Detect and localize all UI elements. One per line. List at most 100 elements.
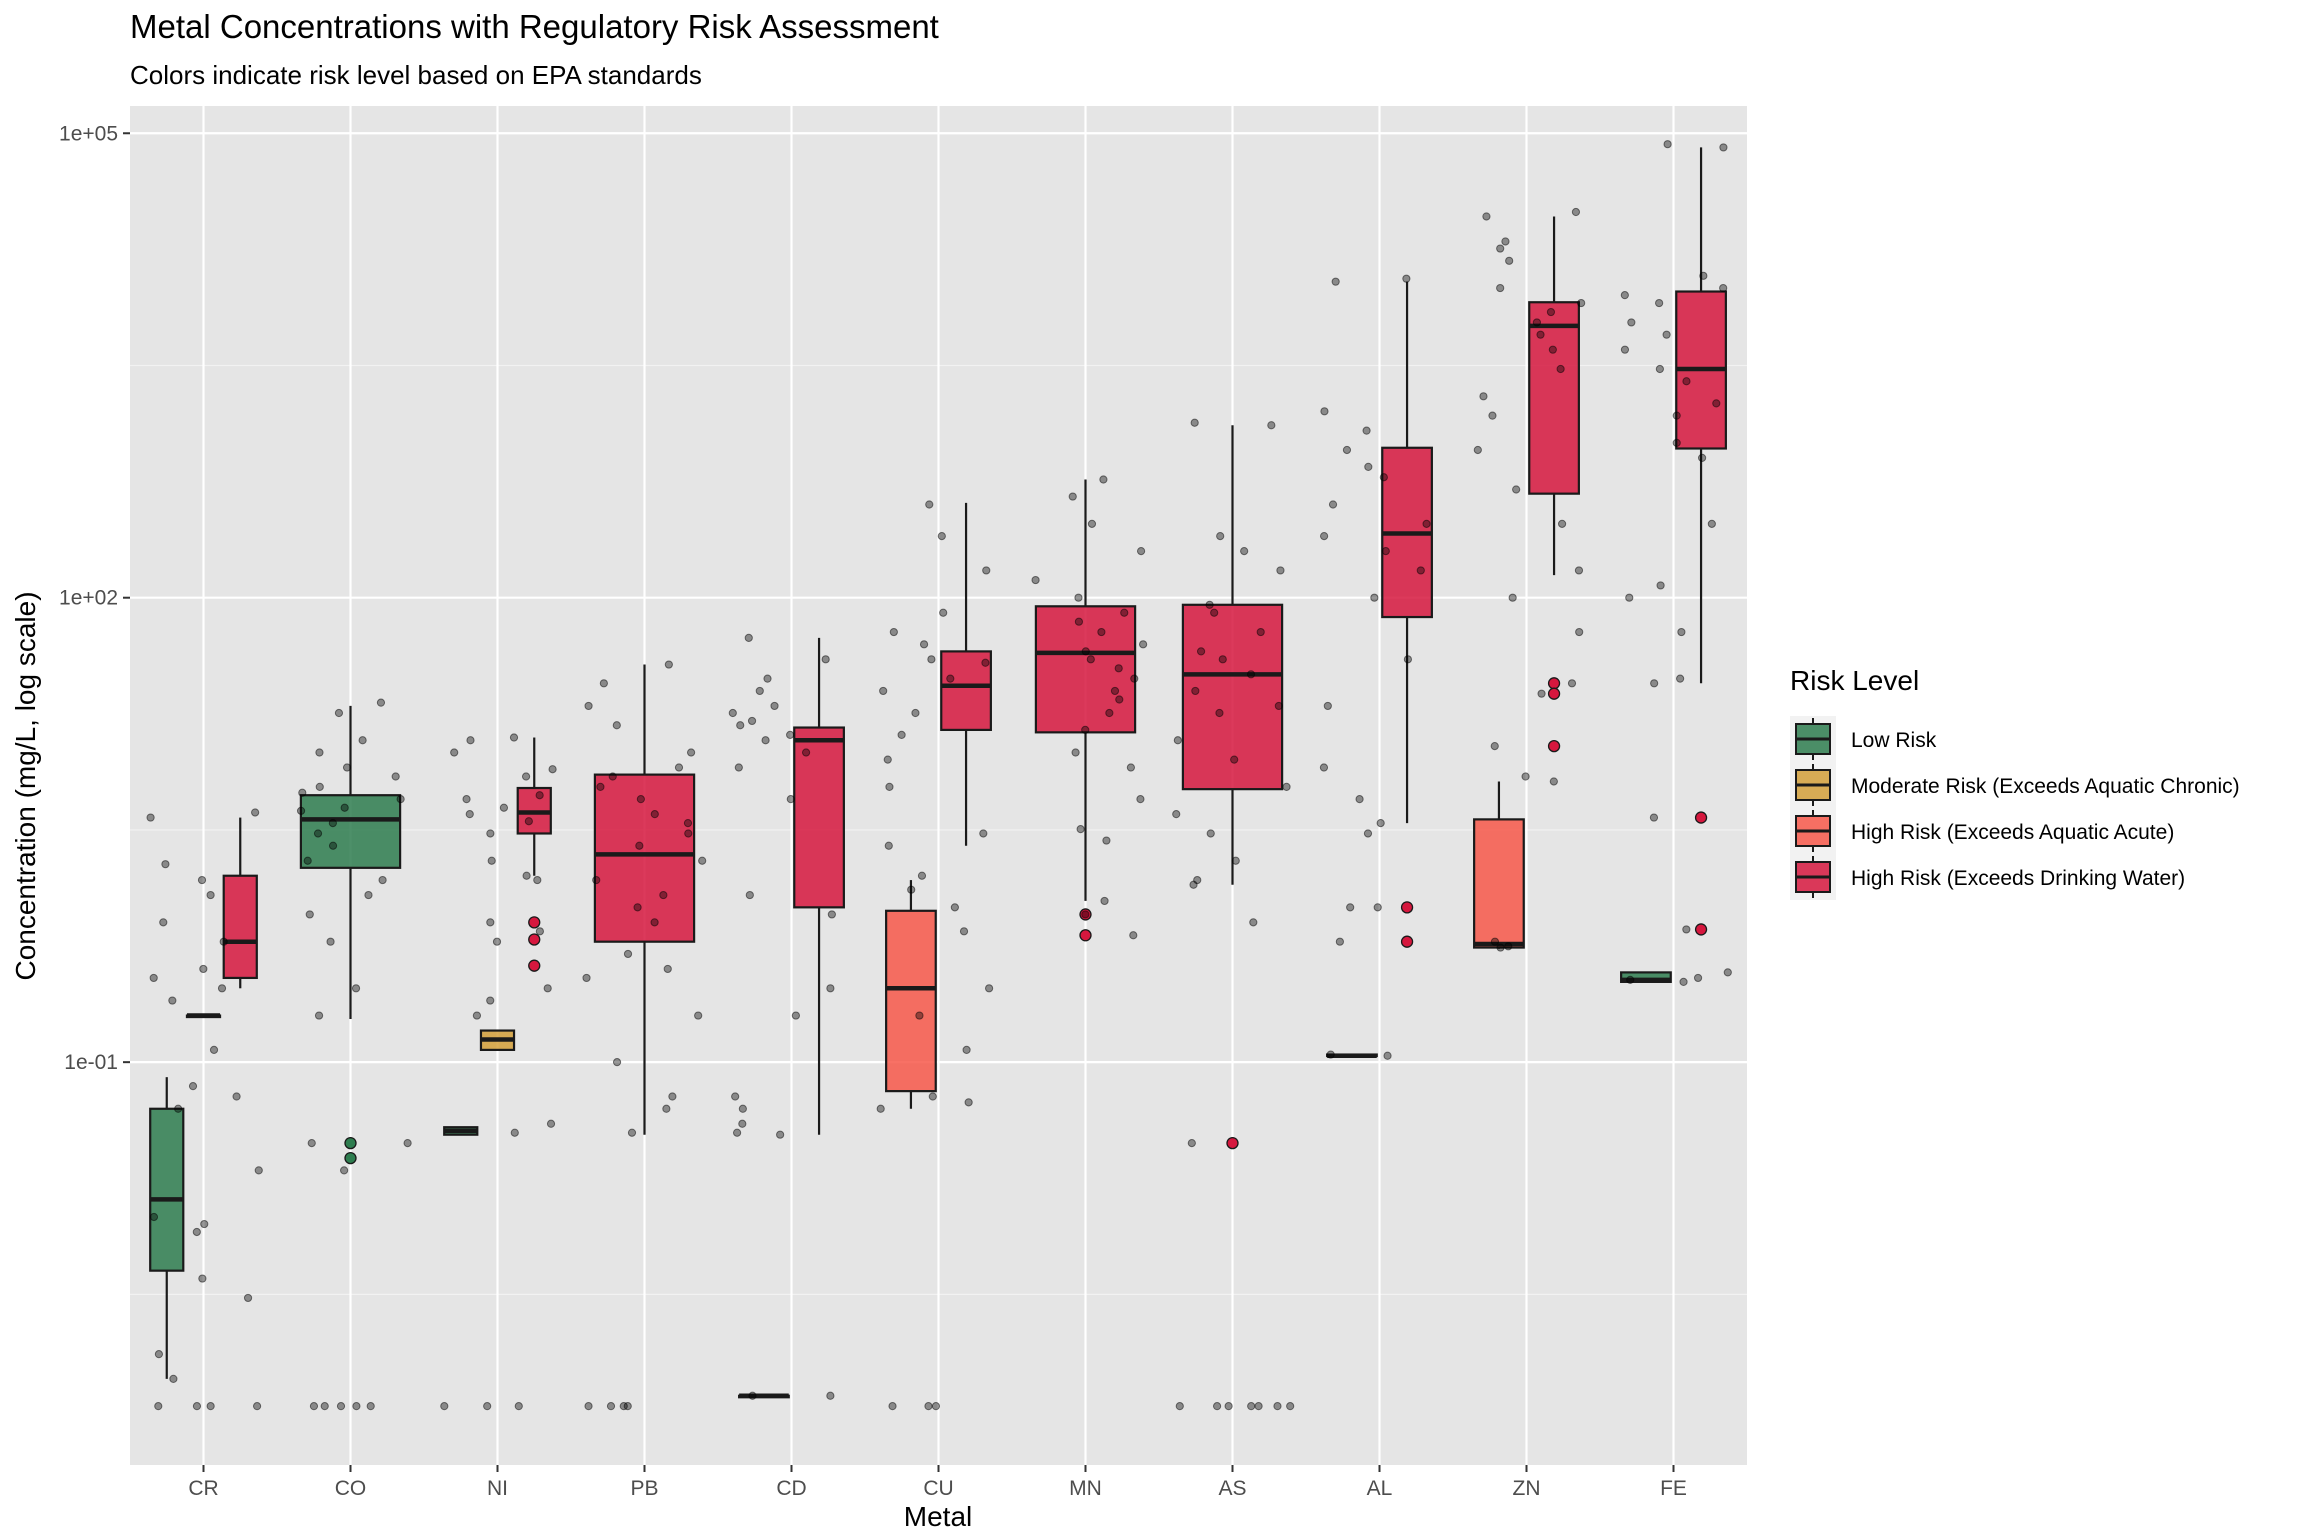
data-point [664, 660, 673, 669]
data-point [633, 903, 642, 912]
data-point [1246, 670, 1256, 679]
data-point [546, 1119, 556, 1128]
data-point [1707, 519, 1716, 528]
data-point [340, 803, 349, 812]
data-point [659, 890, 668, 900]
y-tick-label: 1e+05 [59, 122, 118, 145]
data-point [391, 772, 400, 781]
data-point [776, 1130, 785, 1139]
outlier-point [1400, 901, 1414, 914]
data-point [770, 701, 779, 711]
data-point [524, 817, 533, 826]
data-point [450, 748, 459, 757]
data-point [1363, 829, 1373, 838]
data-point [1216, 532, 1225, 541]
data-point [1276, 566, 1285, 575]
data-point [1247, 1402, 1256, 1411]
data-point [1490, 742, 1499, 751]
data-point [608, 772, 617, 781]
data-point [1482, 212, 1491, 221]
data-point [487, 856, 496, 865]
data-point [663, 964, 672, 974]
box-iqr [1473, 818, 1525, 949]
data-point [243, 1293, 253, 1303]
data-point [1074, 593, 1083, 602]
legend-title: Risk Level [1790, 665, 1919, 696]
box-pb-drinking [593, 664, 696, 1135]
data-point [174, 1104, 183, 1113]
y-tick-label: 1e-01 [64, 1051, 118, 1074]
data-point [296, 806, 306, 815]
data-point [734, 763, 743, 772]
x-tick-label: MN [1069, 1477, 1102, 1500]
data-point [1719, 283, 1728, 293]
data-point [1620, 345, 1630, 354]
data-point [472, 1011, 482, 1020]
data-point [314, 1011, 324, 1020]
data-point [483, 1402, 492, 1411]
data-point [303, 856, 312, 865]
box-cu-acute [885, 880, 937, 1109]
data-point [826, 1391, 835, 1400]
data-point [486, 829, 495, 838]
data-point [326, 937, 335, 946]
data-point [1403, 655, 1413, 664]
data-point [1273, 1402, 1282, 1411]
data-point [662, 1104, 671, 1113]
data-point [1496, 244, 1505, 253]
data-point [1626, 975, 1635, 984]
data-point [738, 1119, 747, 1128]
y-axis: 1e-01 1e+02 1e+05 [59, 122, 130, 1074]
data-point [599, 679, 608, 688]
data-point [1139, 640, 1148, 649]
outlier-point [1400, 935, 1414, 948]
data-point [232, 1092, 241, 1101]
data-point [1240, 547, 1249, 556]
data-point [462, 795, 471, 804]
data-point [1102, 836, 1111, 845]
box-iqr [1181, 603, 1284, 791]
box-cd-low [738, 1393, 790, 1399]
data-point [509, 733, 519, 742]
box-zn-acute [1473, 781, 1525, 949]
data-point [149, 1212, 159, 1222]
data-point [342, 763, 352, 772]
data-point [1071, 748, 1080, 757]
data-point [1218, 655, 1227, 664]
data-point [252, 1402, 262, 1411]
data-point [200, 1219, 209, 1229]
data-point [1697, 453, 1707, 462]
data-point [928, 1092, 937, 1101]
data-point [982, 566, 991, 575]
data-point [1682, 377, 1691, 386]
data-point [606, 1402, 616, 1411]
data-point [907, 885, 916, 894]
data-point [596, 782, 605, 791]
data-point [962, 1045, 971, 1055]
data-point [1574, 566, 1584, 575]
data-point [964, 1098, 973, 1107]
data-point [731, 1092, 740, 1101]
data-point [1129, 931, 1138, 940]
data-point [168, 996, 177, 1005]
data-point [1326, 1050, 1335, 1059]
data-point [1662, 330, 1671, 339]
data-point [888, 1402, 897, 1411]
boxplots [149, 147, 1727, 1399]
data-point [1136, 795, 1145, 804]
data-point [1556, 364, 1565, 374]
chart-subtitle: Colors indicate risk level based on EPA … [130, 60, 702, 90]
data-point [1193, 875, 1202, 885]
data-point [1693, 973, 1703, 983]
data-point [1571, 207, 1581, 217]
data-point [149, 973, 158, 983]
data-point [1512, 485, 1521, 494]
data-point [1548, 345, 1557, 354]
data-point [1679, 977, 1688, 986]
data-point [698, 856, 707, 865]
data-point [334, 708, 344, 718]
data-point [1231, 856, 1240, 865]
data-point [1501, 237, 1510, 246]
data-point [650, 918, 659, 927]
data-point [1549, 777, 1558, 786]
